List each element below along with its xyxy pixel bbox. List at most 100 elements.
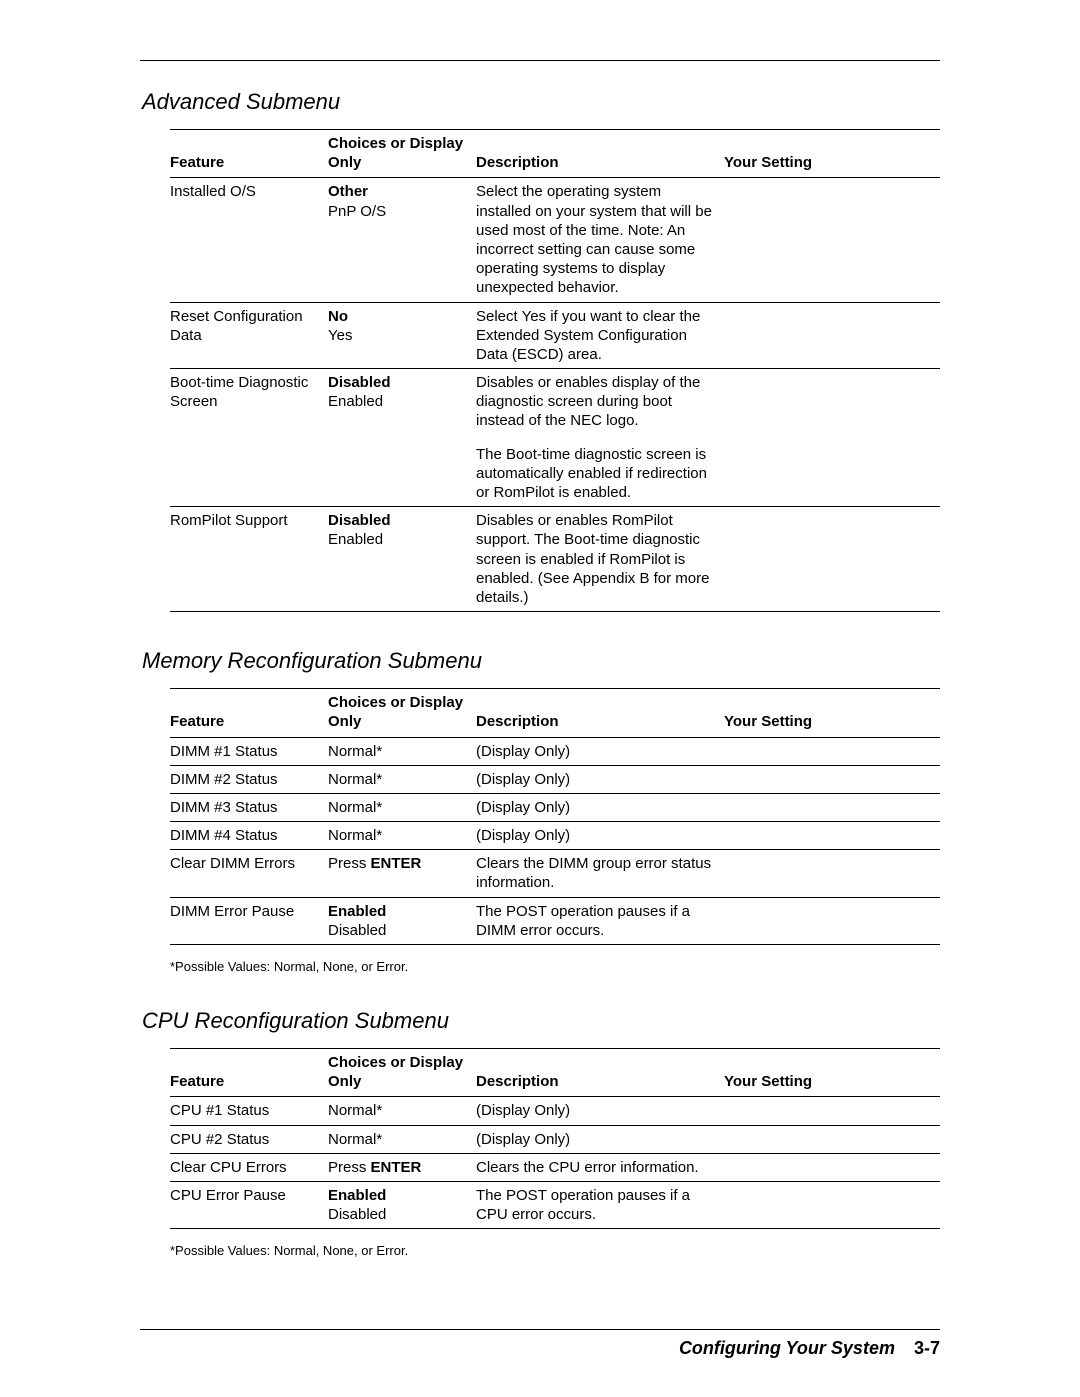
cell-choices: Press ENTER <box>328 1153 476 1181</box>
cell-choices: Normal* <box>328 765 476 793</box>
cell-choices: Other PnP O/S <box>328 178 476 302</box>
cell-choices: Enabled Disabled <box>328 1181 476 1228</box>
cell-setting <box>724 793 940 821</box>
cell-setting <box>724 822 940 850</box>
choice-bold: ENTER <box>371 1159 422 1176</box>
choice-pre: Press <box>328 855 371 872</box>
cell-setting <box>724 369 940 507</box>
choice-option: Yes <box>328 327 352 344</box>
table-cpu: Feature Choices or Display Only Descript… <box>170 1048 940 1229</box>
cell-feature: CPU #1 Status <box>170 1097 328 1125</box>
footnote-memory: *Possible Values: Normal, None, or Error… <box>170 959 940 974</box>
choice-default: Other <box>328 183 368 200</box>
cell-description: (Display Only) <box>476 822 724 850</box>
table-row: Installed O/S Other PnP O/S Select the o… <box>170 178 940 302</box>
footer-page-number: 3-7 <box>914 1338 940 1358</box>
col-header-description: Description <box>476 130 724 178</box>
cell-choices: Normal* <box>328 793 476 821</box>
cell-setting <box>724 178 940 302</box>
col-header-description: Description <box>476 689 724 737</box>
cell-setting <box>724 507 940 612</box>
choice-default: Disabled <box>328 374 391 391</box>
section-title-memory: Memory Reconfiguration Submenu <box>142 648 940 674</box>
choice-pre: Press <box>328 1159 371 1176</box>
cell-feature: Clear CPU Errors <box>170 1153 328 1181</box>
cell-choices: Press ENTER <box>328 850 476 897</box>
cell-choices: No Yes <box>328 302 476 369</box>
table-row: DIMM #3 Status Normal* (Display Only) <box>170 793 940 821</box>
table-row: DIMM #4 Status Normal* (Display Only) <box>170 822 940 850</box>
cell-feature: CPU #2 Status <box>170 1125 328 1153</box>
cell-feature: CPU Error Pause <box>170 1181 328 1228</box>
col-header-description: Description <box>476 1049 724 1097</box>
cell-description: Disables or enables display of the diagn… <box>476 369 724 507</box>
cell-description: The POST operation pauses if a CPU error… <box>476 1181 724 1228</box>
table-memory: Feature Choices or Display Only Descript… <box>170 688 940 945</box>
cell-choices: Normal* <box>328 737 476 765</box>
col-header-feature: Feature <box>170 1049 328 1097</box>
cell-description: Select the operating system installed on… <box>476 178 724 302</box>
footnote-cpu: *Possible Values: Normal, None, or Error… <box>170 1243 940 1258</box>
choice-bold: ENTER <box>371 855 422 872</box>
cell-choices: Normal* <box>328 1097 476 1125</box>
choice-default: No <box>328 308 348 325</box>
cell-feature: Reset Configuration Data <box>170 302 328 369</box>
col-header-setting: Your Setting <box>724 1049 940 1097</box>
table-row: Clear DIMM Errors Press ENTER Clears the… <box>170 850 940 897</box>
table-row: CPU #2 Status Normal* (Display Only) <box>170 1125 940 1153</box>
cell-setting <box>724 765 940 793</box>
choice-default: Enabled <box>328 903 386 920</box>
table-row: Boot-time Diagnostic Screen Disabled Ena… <box>170 369 940 507</box>
cell-setting <box>724 302 940 369</box>
cell-description: (Display Only) <box>476 1097 724 1125</box>
table-row: Reset Configuration Data No Yes Select Y… <box>170 302 940 369</box>
table-row: RomPilot Support Disabled Enabled Disabl… <box>170 507 940 612</box>
table-row: DIMM #2 Status Normal* (Display Only) <box>170 765 940 793</box>
choice-option: Enabled <box>328 393 383 410</box>
cell-setting <box>724 850 940 897</box>
cell-feature: Clear DIMM Errors <box>170 850 328 897</box>
cell-setting <box>724 897 940 944</box>
cell-description: (Display Only) <box>476 1125 724 1153</box>
cell-description: Clears the DIMM group error status infor… <box>476 850 724 897</box>
col-header-choices: Choices or Display Only <box>328 130 476 178</box>
cell-description: Select Yes if you want to clear the Exte… <box>476 302 724 369</box>
cell-choices: Disabled Enabled <box>328 369 476 507</box>
cell-description: (Display Only) <box>476 793 724 821</box>
cell-feature: Boot-time Diagnostic Screen <box>170 369 328 507</box>
cell-feature: DIMM Error Pause <box>170 897 328 944</box>
footer-book-title: Configuring Your System <box>679 1338 895 1358</box>
cell-feature: RomPilot Support <box>170 507 328 612</box>
cell-choices: Normal* <box>328 1125 476 1153</box>
section-title-advanced: Advanced Submenu <box>142 89 940 115</box>
section-title-cpu: CPU Reconfiguration Submenu <box>142 1008 940 1034</box>
cell-setting <box>724 1097 940 1125</box>
cell-feature: DIMM #3 Status <box>170 793 328 821</box>
top-rule <box>140 60 940 61</box>
col-header-choices: Choices or Display Only <box>328 689 476 737</box>
col-header-choices: Choices or Display Only <box>328 1049 476 1097</box>
cell-setting <box>724 1125 940 1153</box>
table-row: Clear CPU Errors Press ENTER Clears the … <box>170 1153 940 1181</box>
table-advanced: Feature Choices or Display Only Descript… <box>170 129 940 612</box>
col-header-feature: Feature <box>170 130 328 178</box>
desc-part1: Disables or enables display of the diagn… <box>476 374 700 429</box>
cell-feature: DIMM #1 Status <box>170 737 328 765</box>
cell-choices: Disabled Enabled <box>328 507 476 612</box>
table-row: CPU Error Pause Enabled Disabled The POS… <box>170 1181 940 1228</box>
col-header-feature: Feature <box>170 689 328 737</box>
choice-default: Disabled <box>328 512 391 529</box>
table-row: CPU #1 Status Normal* (Display Only) <box>170 1097 940 1125</box>
cell-description: (Display Only) <box>476 737 724 765</box>
choice-option: Disabled <box>328 1206 386 1223</box>
col-header-setting: Your Setting <box>724 689 940 737</box>
cell-feature: DIMM #2 Status <box>170 765 328 793</box>
col-header-setting: Your Setting <box>724 130 940 178</box>
cell-feature: Installed O/S <box>170 178 328 302</box>
cell-feature: DIMM #4 Status <box>170 822 328 850</box>
cell-setting <box>724 1153 940 1181</box>
cell-setting <box>724 737 940 765</box>
cell-choices: Normal* <box>328 822 476 850</box>
cell-setting <box>724 1181 940 1228</box>
cell-description: Disables or enables RomPilot support. Th… <box>476 507 724 612</box>
